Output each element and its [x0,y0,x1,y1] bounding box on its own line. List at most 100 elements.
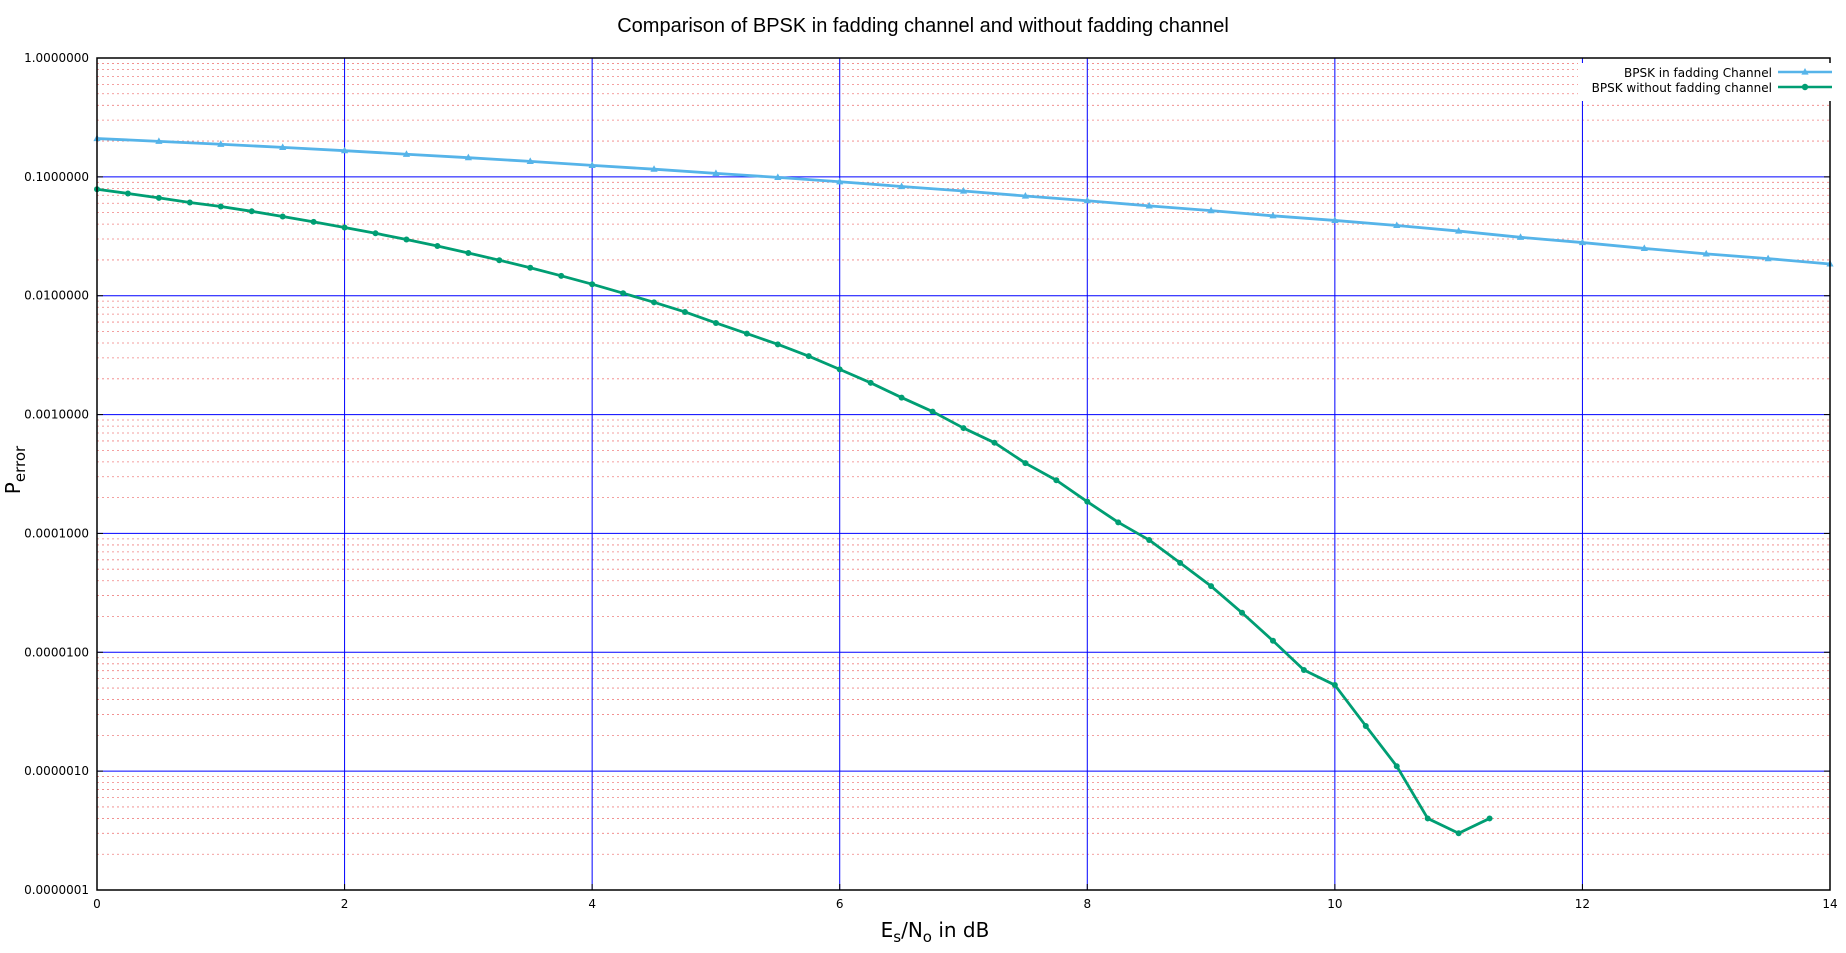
data-point [1239,609,1246,616]
data-point [402,150,411,157]
data-point [1393,763,1400,770]
data-point [124,190,131,197]
minor-grid [97,63,1830,855]
data-point [1177,559,1184,566]
series-line [96,187,1491,835]
data-point [1362,722,1369,729]
data-point [898,394,905,401]
y-tick-label: 0.0000010 [24,764,89,778]
x-tick-label: 2 [341,897,349,911]
data-point [1022,460,1029,467]
x-tick-label: 14 [1822,897,1837,911]
data-point [1269,637,1276,644]
x-tick-label: 4 [588,897,596,911]
data-point [1145,201,1153,209]
data-point [155,194,162,201]
y-tick-label: 1.0000000 [24,51,89,65]
y-axis-label-sub: error [11,445,29,482]
data-point [651,299,658,306]
legend-entry-no-fading: BPSK without fadding channel [1592,81,1832,95]
legend-box [1578,63,1838,101]
major-grid [97,58,1830,890]
data-point [558,272,565,279]
x-axis-label-tail: in dB [932,918,989,942]
legend-entry-fading: BPSK in fadding Channel [1624,66,1832,80]
x-tick-label: 10 [1327,897,1342,911]
y-axis-label-main: P [1,482,25,494]
data-point [248,208,255,215]
data-point [526,157,534,164]
data-point [774,173,782,180]
data-point [1331,216,1339,224]
tick-layer: 1.0000000 0.1000000 0.0100000 0.0010000 0.00… [24,51,1838,911]
legend-label-fading: BPSK in fadding Channel [1624,66,1772,80]
data-point [589,281,596,288]
y-tick-label: 0.0000001 [24,883,89,897]
data-point [1764,254,1772,262]
data-point [898,182,906,190]
y-tick-label: 0.0001000 [24,526,89,540]
data-point [1455,830,1462,837]
data-point [496,257,503,264]
data-point [867,379,874,386]
y-tick-label: 0.0000100 [24,645,89,659]
data-point [372,230,379,237]
data-point [1207,206,1215,214]
x-tick-label: 0 [93,897,101,911]
x-axis-label-sub2: o [923,928,932,946]
data-point [712,169,720,176]
data-point [434,242,441,249]
data-point [1269,211,1277,219]
data-point [1053,477,1060,484]
legend-label-no-fading: BPSK without fadding channel [1592,81,1772,95]
data-point [1702,249,1710,257]
y-tick-label: 0.1000000 [24,170,89,184]
y-tick-label: 0.0010000 [24,408,89,422]
plot-frame [96,57,1831,891]
data-point [217,203,224,210]
legend: BPSK in fadding Channel BPSK without fad… [1578,63,1838,101]
series-layer [93,134,1834,837]
data-point [340,146,349,154]
x-axis-label: Es/No in dB [881,918,990,946]
data-point [588,161,596,168]
x-tick-label: 8 [1083,897,1091,911]
data-point [1393,221,1401,229]
data-point [1208,583,1215,590]
data-point [464,153,472,161]
series-0 [93,134,1834,267]
data-point [310,218,317,225]
data-point [836,177,844,185]
data-point [465,249,472,256]
data-point [929,408,936,415]
data-point [836,366,843,373]
data-point [217,140,225,147]
data-point [620,290,627,297]
data-point [681,308,688,315]
data-point [743,330,750,337]
data-point [1083,196,1091,204]
y-axis-label: Perror [1,445,29,494]
data-point [774,341,781,348]
data-point [805,353,812,360]
chart-title: Comparison of BPSK in fadding channel an… [617,15,1229,37]
data-point [712,319,719,326]
x-axis-label-sub1: s [893,928,901,946]
x-axis-label-main: E [881,918,894,942]
data-point [279,143,287,150]
data-point [960,425,967,432]
x-tick-label: 6 [836,897,844,911]
data-point [1084,498,1091,505]
legend-marker-fading [1801,68,1809,75]
data-point [1578,238,1587,246]
data-point [1640,244,1648,252]
x-axis-label-mid: /N [901,918,923,942]
data-point [1115,519,1122,526]
data-point [1021,192,1029,199]
x-tick-label: 12 [1575,897,1590,911]
data-point [991,439,998,446]
data-point [1455,227,1463,234]
data-point [186,199,193,206]
data-point [155,137,163,144]
